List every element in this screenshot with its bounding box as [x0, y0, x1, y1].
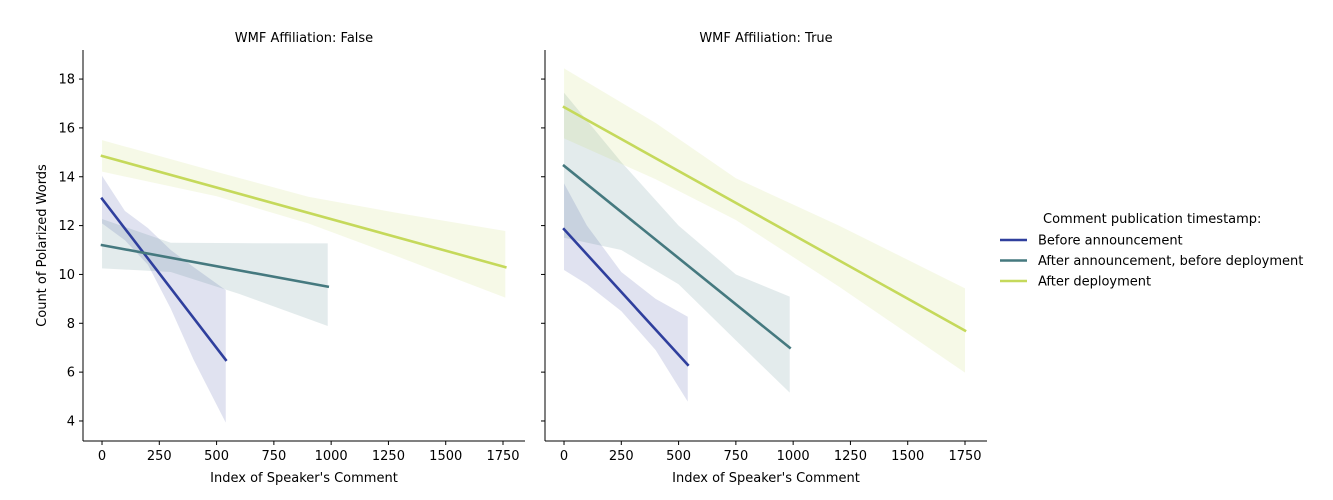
- ci-band-3: [564, 68, 966, 373]
- x-tick-label: 500: [666, 449, 691, 464]
- ci-band-2: [102, 219, 328, 326]
- legend-entry: After announcement, before deployment: [1000, 254, 1303, 269]
- x-tick-label: 500: [204, 449, 229, 464]
- legend-label: After announcement, before deployment: [1038, 254, 1303, 269]
- y-tick-label: 4: [67, 414, 75, 429]
- x-axis-label: Index of Speaker's Comment: [672, 471, 860, 486]
- panel-1: WMF Affiliation: False 0 250 500 750 1000 1250…: [35, 31, 525, 486]
- panel-title: WMF Affiliation: False: [235, 31, 373, 46]
- y-tick-label: 16: [58, 121, 75, 136]
- x-tick-label: 750: [261, 449, 286, 464]
- regression-line-1: [100, 196, 228, 362]
- y-tick-label: 10: [58, 268, 75, 283]
- x-tick-label: 1750: [948, 449, 981, 464]
- ci-band-2: [564, 92, 790, 393]
- x-tick-label: 1250: [372, 449, 405, 464]
- x-tick-label: 750: [723, 449, 748, 464]
- regression-line-2: [562, 163, 792, 350]
- x-tick-label: 1000: [315, 449, 348, 464]
- regression-line-1: [562, 227, 690, 367]
- y-tick-label: 14: [58, 170, 75, 185]
- x-tick-label: 1000: [777, 449, 810, 464]
- x-tick-label: 0: [560, 449, 568, 464]
- legend: Comment publication timestamp: Before an…: [1000, 212, 1303, 290]
- x-axis-label: Index of Speaker's Comment: [210, 471, 398, 486]
- legend-entry: Before announcement: [1000, 234, 1183, 249]
- legend-label: Before announcement: [1038, 234, 1183, 249]
- x-tick-label: 1250: [834, 449, 867, 464]
- x-tick-label: 0: [98, 449, 106, 464]
- panel-2: WMF Affiliation: True 0 250 500 750 1000 1250 1…: [541, 31, 987, 486]
- y-axis-label: Count of Polarized Words: [35, 164, 50, 327]
- x-tick-label: 250: [609, 449, 634, 464]
- y-tick-label: 6: [67, 366, 75, 381]
- x-tick-label: 1500: [891, 449, 924, 464]
- legend-entry: After deployment: [1000, 275, 1151, 290]
- regression-line-3: [100, 154, 507, 269]
- x-tick-label: 1500: [429, 449, 462, 464]
- x-tick-label: 1750: [486, 449, 519, 464]
- legend-title: Comment publication timestamp:: [1043, 212, 1261, 227]
- panel-title: WMF Affiliation: True: [699, 31, 832, 46]
- ci-band-1: [564, 183, 688, 402]
- y-tick-label: 18: [58, 73, 75, 88]
- ci-band-1: [102, 175, 226, 423]
- legend-label: After deployment: [1038, 275, 1151, 290]
- regression-line-2: [100, 243, 330, 289]
- y-tick-label: 8: [67, 317, 75, 332]
- x-tick-label: 250: [147, 449, 172, 464]
- y-tick-label: 12: [58, 219, 75, 234]
- ci-band-3: [102, 140, 506, 298]
- regression-line-3: [562, 105, 967, 333]
